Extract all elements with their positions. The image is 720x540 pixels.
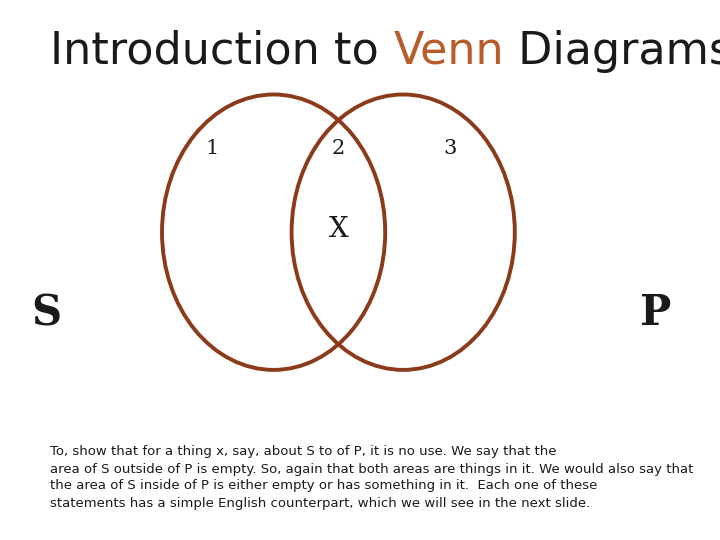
Text: X: X (328, 216, 348, 243)
Text: To, show that for a thing x, say, about S to of P, it is no use. We say that the: To, show that for a thing x, say, about … (50, 446, 694, 510)
Text: S: S (32, 292, 62, 334)
Text: 2: 2 (332, 139, 345, 158)
Text: Venn: Venn (393, 30, 504, 73)
Text: 1: 1 (206, 139, 219, 158)
Text: Diagrams: Diagrams (504, 30, 720, 73)
Text: Introduction to: Introduction to (50, 30, 393, 73)
Text: 3: 3 (444, 139, 456, 158)
Text: P: P (639, 292, 671, 334)
